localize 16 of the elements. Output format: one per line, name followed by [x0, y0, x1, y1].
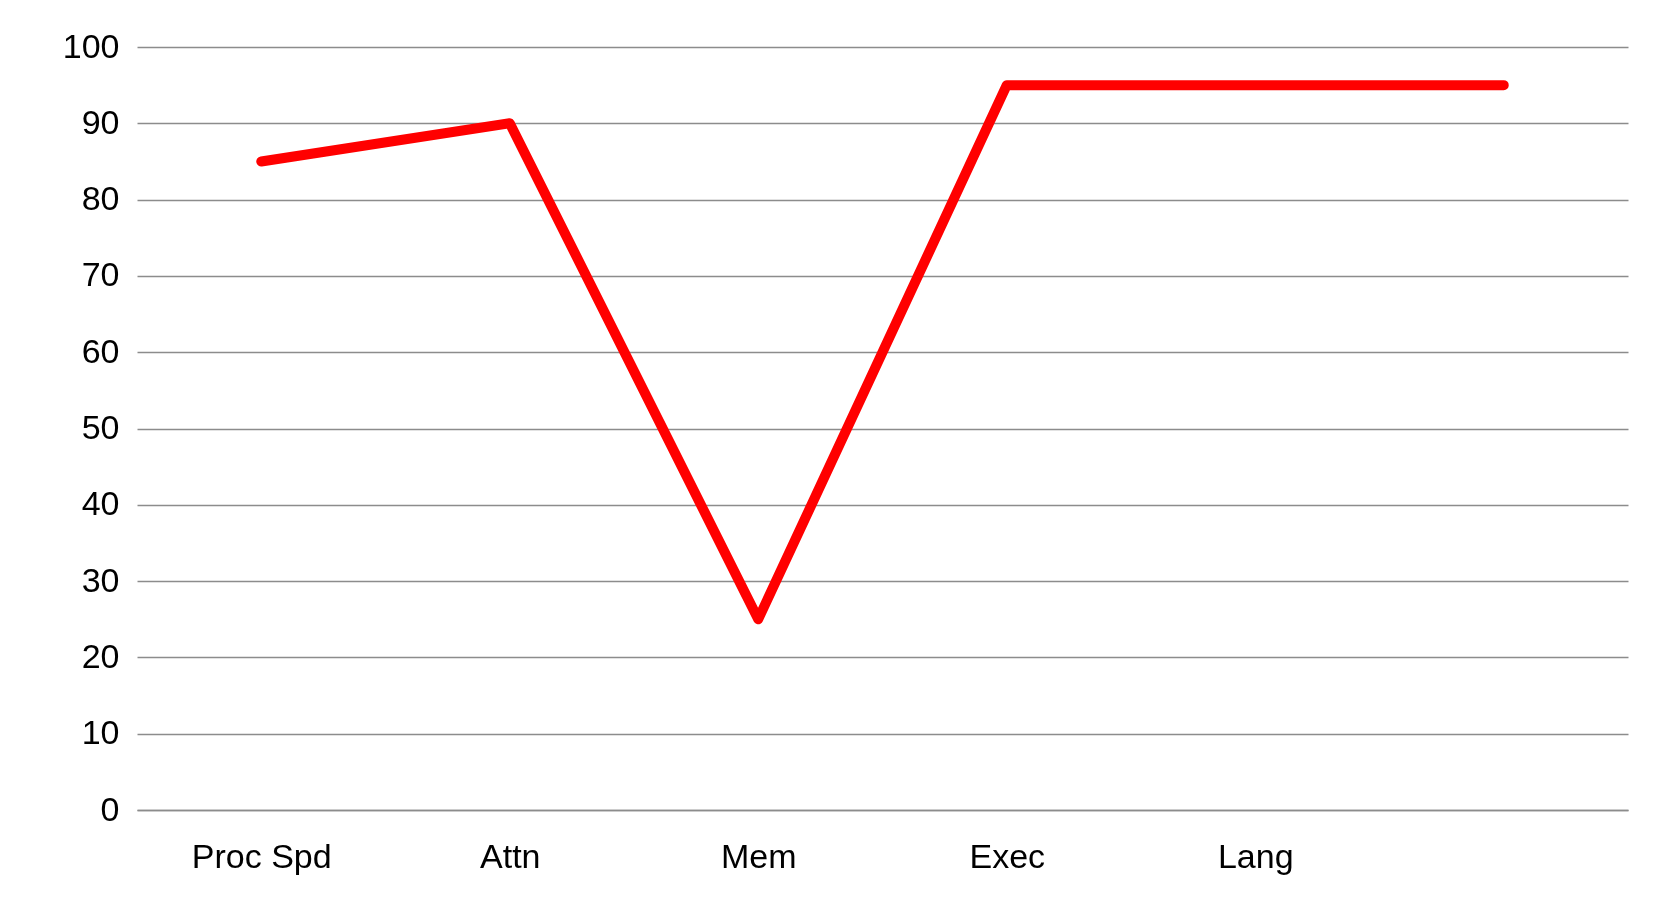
x-tick-label: Lang [1217, 836, 1294, 875]
y-tick-label: 90 [81, 102, 120, 141]
x-tick-label: Mem [720, 836, 797, 875]
y-tick-label: 50 [81, 408, 120, 446]
y-tick-label: 70 [81, 255, 120, 294]
x-tick-label: Attn [480, 836, 541, 875]
y-tick-label: 0 [100, 789, 120, 828]
y-tick-label: 10 [81, 713, 120, 752]
y-tick-label: 20 [81, 636, 120, 675]
y-tick-label: 100 [62, 26, 120, 65]
y-tick-label: 40 [81, 484, 120, 523]
x-tick-label: Exec [969, 836, 1046, 875]
x-tick-label: Proc Spd [191, 836, 332, 875]
y-tick-label: 60 [81, 331, 120, 370]
y-tick-label: 30 [81, 560, 120, 599]
y-tick-label: 80 [81, 179, 120, 218]
